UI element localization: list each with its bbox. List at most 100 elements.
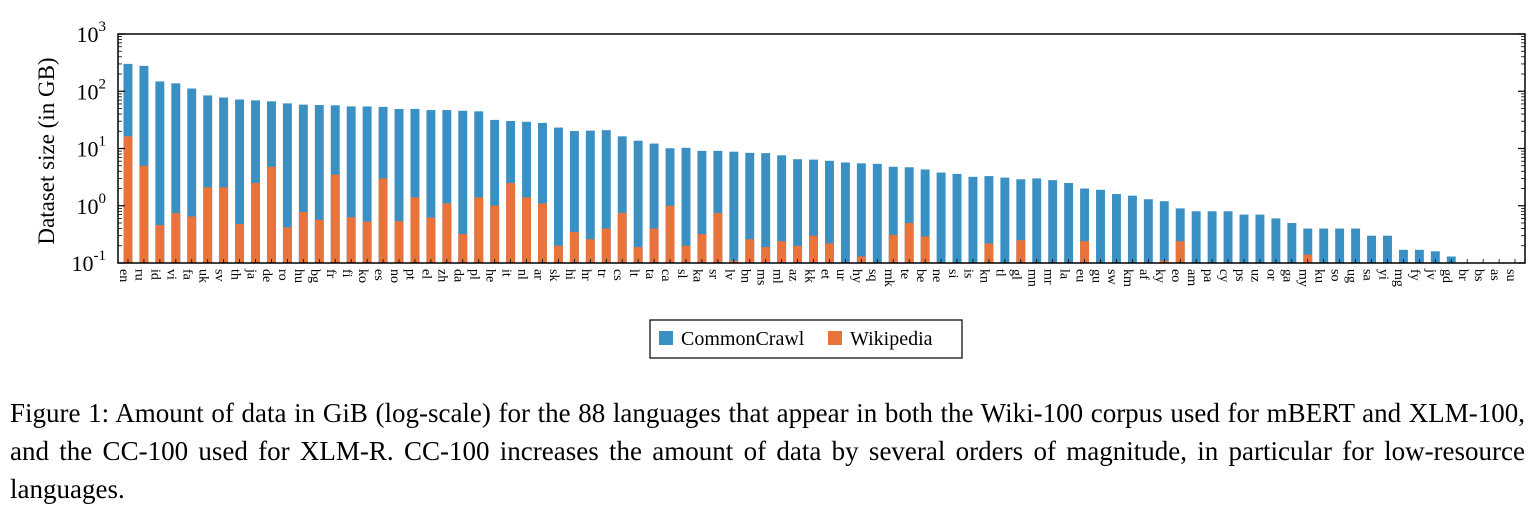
commoncrawl-bar-hu <box>298 104 308 264</box>
x-tick-label: cy <box>1216 269 1231 282</box>
x-tick-label: ca <box>658 269 673 282</box>
wikipedia-bar-id <box>155 225 165 263</box>
commoncrawl-bar-no <box>394 108 404 264</box>
figure-caption: Figure 1: Amount of data in GiB (log-sca… <box>10 398 1525 504</box>
commoncrawl-bar-vi <box>171 83 181 264</box>
x-tick-label: hu <box>291 269 306 283</box>
commoncrawl-bar-am <box>1191 211 1201 263</box>
commoncrawl-bar-kn <box>984 176 994 263</box>
commoncrawl-bar-et <box>825 160 834 263</box>
x-tick-label: so <box>1327 269 1342 281</box>
wikipedia-bar-vi <box>171 212 181 263</box>
wikipedia-bar-kn <box>984 243 994 263</box>
wikipedia-bar-fa <box>187 216 197 263</box>
x-tick-label: lv <box>722 269 737 280</box>
commoncrawl-bar-si <box>952 173 962 263</box>
legend-wikipedia-swatch <box>828 331 842 345</box>
commoncrawl-bar-sl <box>681 147 691 263</box>
commoncrawl-bar-fi <box>346 106 356 264</box>
wikipedia-bar-pl <box>474 197 484 263</box>
x-tick-label: de <box>259 269 274 282</box>
x-tick-label: es <box>371 269 386 281</box>
wikipedia-bar-eo <box>1175 241 1185 263</box>
wikipedia-bar-uk <box>203 187 213 263</box>
x-tick-label: id <box>148 269 163 280</box>
wikipedia-bar-kk <box>809 235 818 263</box>
wikipedia-bar-te <box>904 222 914 263</box>
y-tick-label: 103 <box>77 19 107 47</box>
x-tick-label: is <box>961 269 976 278</box>
x-tick-label: no <box>387 269 402 283</box>
x-tick-label: da <box>451 269 466 283</box>
commoncrawl-bar-eu <box>1080 188 1090 263</box>
x-tick-label: gl <box>1009 269 1024 280</box>
x-tick-label: ro <box>275 269 290 281</box>
x-tick-label: mn <box>1025 269 1040 287</box>
plot-frame <box>117 33 1526 264</box>
commoncrawl-bar-fy <box>1414 249 1424 263</box>
wikipedia-bar-fi <box>346 217 356 263</box>
wikipedia-bar-ca <box>665 205 675 263</box>
wikipedia-bar-pt <box>410 197 420 263</box>
x-tick-label: uk <box>195 269 210 283</box>
x-tick-label: su <box>1503 269 1518 281</box>
wikipedia-bar-ta <box>649 228 659 263</box>
wikipedia-bar-my <box>1303 254 1313 263</box>
wikipedia-bar-nl <box>522 197 532 263</box>
wikipedia-bar-cs <box>617 212 627 263</box>
x-tick-label: ps <box>1232 269 1247 281</box>
wikipedia-bar-sr <box>713 212 723 263</box>
x-tick-label: eo <box>1168 269 1183 282</box>
commoncrawl-bar-km <box>1127 195 1137 263</box>
x-tick-label: ja <box>243 268 258 280</box>
x-tick-label: ga <box>1280 269 1295 283</box>
commoncrawl-bar-af <box>1143 199 1153 263</box>
commoncrawl-bar-cy <box>1223 211 1233 263</box>
commoncrawl-bar-pa <box>1207 211 1217 263</box>
wikipedia-bar-sv <box>219 187 229 263</box>
x-tick-label: gu <box>1088 269 1103 283</box>
x-tick-label: fy <box>1407 269 1422 281</box>
x-tick-label: ko <box>355 269 370 283</box>
x-tick-label: be <box>913 269 928 282</box>
wikipedia-bar-da <box>458 234 468 263</box>
wikipedia-bar-en <box>123 136 133 263</box>
wikipedia-bar-it <box>506 182 516 263</box>
x-tick-label: el <box>419 269 434 279</box>
commoncrawl-bar-ca <box>665 148 675 263</box>
legend-commoncrawl-label: CommonCrawl <box>681 328 805 350</box>
wikipedia-bar-lt <box>633 247 643 263</box>
x-tick-label: eu <box>1072 269 1087 282</box>
commoncrawl-bar-bn <box>745 152 755 263</box>
x-tick-label: ku <box>1311 269 1326 283</box>
commoncrawl-bar-te <box>904 167 914 263</box>
commoncrawl-bar-da <box>458 110 468 264</box>
x-tick-label: kk <box>801 269 816 283</box>
wikipedia-bar-ro <box>282 227 292 263</box>
commoncrawl-bar-id <box>155 81 165 263</box>
commoncrawl-bar-eo <box>1175 208 1185 263</box>
commoncrawl-bar-gu <box>1096 189 1105 263</box>
x-tick-label: or <box>1264 269 1279 281</box>
wikipedia-bar-sk <box>553 245 563 263</box>
wikipedia-bar-ms <box>761 247 771 263</box>
wikipedia-bar-ko <box>362 221 372 263</box>
commoncrawl-bar-he <box>490 119 500 263</box>
x-tick-label: fi <box>339 269 354 278</box>
y-tick-label: 102 <box>77 76 107 104</box>
wikipedia-bar-hr <box>585 239 595 263</box>
wikipedia-bar-el <box>426 217 436 263</box>
legend-commoncrawl-swatch <box>659 331 673 345</box>
commoncrawl-bar-is <box>968 176 978 263</box>
commoncrawl-bar-cs <box>617 136 627 263</box>
x-tick-label: he <box>482 269 497 282</box>
commoncrawl-bar-fa <box>187 88 197 264</box>
x-tick-label: ml <box>769 269 784 284</box>
x-tick-label: mk <box>881 269 896 287</box>
x-tick-label: yi <box>1375 269 1390 280</box>
commoncrawl-bar-ug <box>1351 228 1361 263</box>
x-tick-label: tr <box>594 269 609 278</box>
x-tick-label: ug <box>1343 269 1358 283</box>
commoncrawl-bar-ky <box>1159 201 1169 263</box>
